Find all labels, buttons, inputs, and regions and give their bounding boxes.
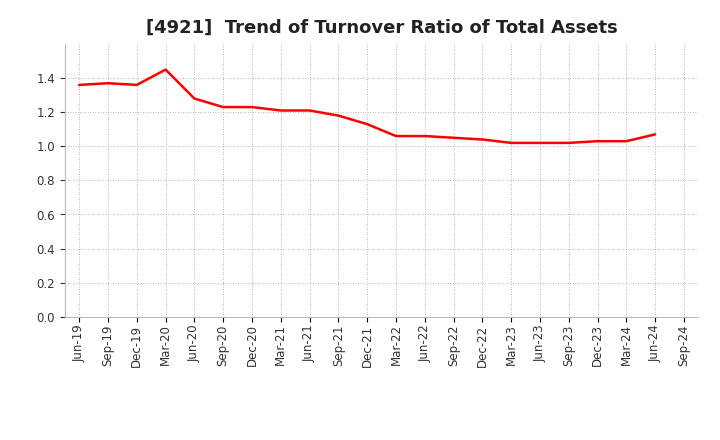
Title: [4921]  Trend of Turnover Ratio of Total Assets: [4921] Trend of Turnover Ratio of Total … [145, 19, 618, 37]
